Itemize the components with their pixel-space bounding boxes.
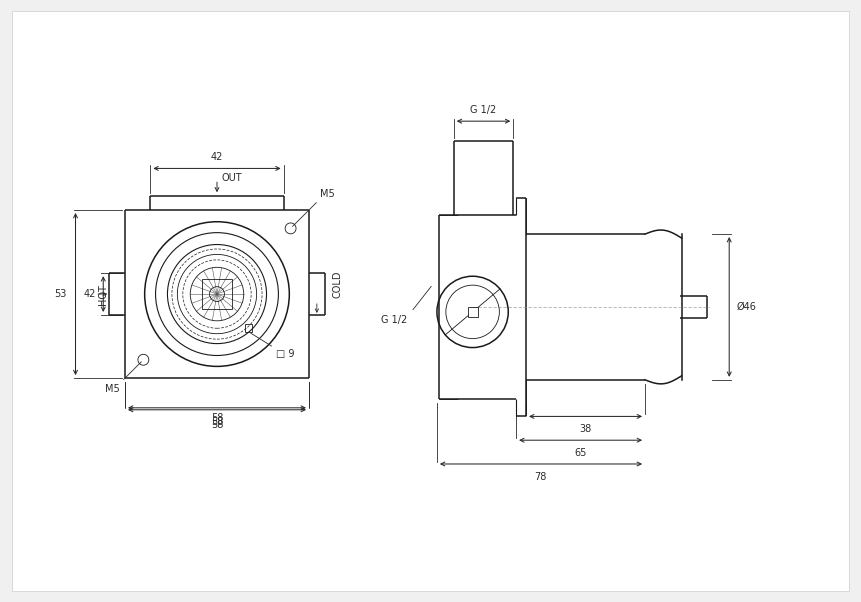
- Text: OUT: OUT: [222, 173, 243, 184]
- Text: 42: 42: [84, 289, 96, 299]
- Text: Ø46: Ø46: [736, 302, 756, 312]
- Text: 78: 78: [534, 472, 546, 482]
- Text: G 1/2: G 1/2: [470, 105, 497, 115]
- Bar: [245, 324, 252, 332]
- Text: 65: 65: [574, 448, 587, 458]
- Bar: [201, 279, 232, 309]
- Text: M5: M5: [320, 188, 335, 199]
- Bar: [468, 307, 478, 317]
- Text: 53: 53: [54, 289, 66, 299]
- Text: 58: 58: [211, 420, 223, 430]
- Text: COLD: COLD: [332, 270, 343, 298]
- Text: G 1/2: G 1/2: [381, 315, 407, 325]
- Text: 58: 58: [211, 412, 223, 423]
- Text: HOT: HOT: [98, 284, 108, 305]
- Text: 58: 58: [211, 417, 223, 427]
- Text: 42: 42: [211, 152, 223, 163]
- Text: M5: M5: [105, 383, 120, 394]
- Text: □ 9: □ 9: [276, 349, 294, 359]
- Text: 38: 38: [579, 424, 592, 435]
